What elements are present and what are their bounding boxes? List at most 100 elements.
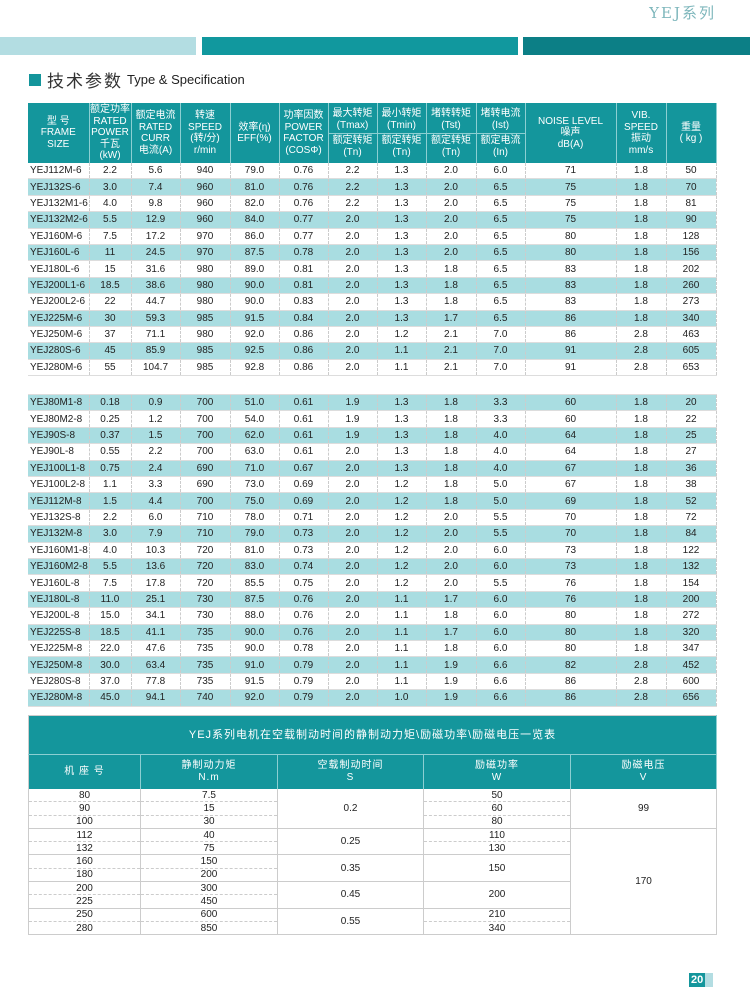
value-cell: 72 [666, 509, 717, 527]
value-cell: 0.84 [279, 310, 329, 327]
column-header: VIB. SPEED 振动 mm/s [616, 103, 667, 163]
value-cell: 6.5 [476, 211, 526, 229]
header-line: 额定转矩 [431, 135, 471, 146]
value-cell: 37.0 [89, 673, 132, 691]
value-cell: 1.9 [426, 689, 477, 707]
value-cell: 92.8 [230, 359, 280, 377]
value-cell: 7.0 [476, 359, 526, 377]
value-cell: 1.8 [426, 427, 477, 445]
value-cell: 10.3 [131, 542, 181, 559]
frame-cell: 112 [28, 828, 141, 843]
table-row: YEJ132M1-6 4.0 9.8 960 82.0 0.76 2.2 1.3 2.0 6.5 7… [28, 195, 717, 213]
frame-cell: 100 [28, 815, 141, 829]
value-cell: 0.69 [279, 476, 329, 494]
value-cell: 0.79 [279, 673, 329, 691]
column-header: 型 号 FRAME SIZE [28, 103, 90, 163]
brake-time-cell: 0.25 [277, 828, 424, 856]
value-cell: 0.73 [279, 542, 329, 559]
value-cell: 452 [666, 656, 717, 674]
value-cell: 2.0 [328, 476, 378, 494]
value-cell: 0.86 [279, 342, 329, 360]
value-cell: 2.4 [131, 460, 181, 478]
value-cell: 1.8 [616, 410, 667, 428]
value-cell: 735 [180, 656, 231, 674]
value-cell: 5.0 [476, 476, 526, 494]
value-cell: 700 [180, 443, 231, 461]
value-cell: 940 [180, 163, 231, 180]
header-line: FACTOR [283, 133, 324, 144]
power-cell: 210 [423, 908, 571, 922]
value-cell: 60 [525, 410, 617, 428]
value-cell: 2.0 [328, 359, 378, 377]
header-line: 最大转矩 [332, 108, 373, 119]
value-cell: 4.0 [89, 195, 132, 213]
header-line: 额定电流 [480, 135, 521, 146]
value-cell: 0.61 [279, 443, 329, 461]
value-cell: 80 [525, 607, 617, 625]
value-cell: 2.0 [328, 640, 378, 658]
value-cell: 3.3 [131, 476, 181, 494]
value-cell: 0.55 [89, 443, 132, 461]
value-cell: 1.8 [426, 410, 477, 428]
value-cell: 82.0 [230, 195, 280, 213]
table-row: YEJ180L-6 15 31.6 980 89.0 0.81 2.0 1.3 1.8 6.5 83… [28, 260, 717, 278]
header-line: (Tn) [343, 146, 362, 158]
brake-table-title: YEJ系列电机在空载制动时间的静制动力矩\励磁功率\励磁电压一览表 [28, 715, 718, 755]
value-cell: 34.1 [131, 607, 181, 625]
value-cell: 700 [180, 492, 231, 510]
model-cell: YEJ250M-8 [28, 656, 90, 674]
value-cell: 2.0 [426, 163, 477, 180]
value-cell: 13.6 [131, 558, 181, 576]
header-unit: V [639, 772, 648, 783]
power-cell: 60 [423, 801, 571, 816]
header-line: 额定转矩 [332, 135, 373, 146]
value-cell: 31.6 [131, 260, 181, 278]
value-cell: 0.86 [279, 326, 329, 344]
value-cell: 1.3 [377, 427, 427, 445]
voltage-cell: 99 [570, 789, 718, 829]
model-cell: YEJ132M-8 [28, 525, 90, 543]
table-row: 90 15 60 [28, 801, 717, 816]
value-cell: 75 [525, 211, 617, 229]
value-cell: 700 [180, 427, 231, 445]
value-cell: 82 [525, 656, 617, 674]
value-cell: 90.0 [230, 640, 280, 658]
page-number: 20 [689, 973, 706, 987]
value-cell: 0.67 [279, 460, 329, 478]
value-cell: 1.1 [377, 607, 427, 625]
brake-time-cell: 0.55 [277, 908, 424, 936]
value-cell: 1.3 [377, 260, 427, 278]
value-cell: 90.0 [230, 277, 280, 295]
model-cell: YEJ112M-8 [28, 492, 90, 510]
torque-cell: 450 [140, 894, 278, 909]
value-cell: 2.0 [426, 228, 477, 245]
model-cell: YEJ180L-6 [28, 260, 90, 278]
value-cell: 1.0 [377, 689, 427, 707]
header-line: 噪声 [560, 127, 581, 139]
value-cell: 5.5 [476, 525, 526, 543]
column-header: 空载制动时间 S [277, 754, 424, 789]
value-cell: 1.2 [377, 525, 427, 543]
value-cell: 0.25 [89, 410, 132, 428]
value-cell: 1.8 [616, 476, 667, 494]
column-header: 励磁电压 V [570, 754, 718, 789]
value-cell: 2.0 [328, 558, 378, 576]
table-row: 280 850 340 [28, 921, 717, 936]
value-cell: 3.3 [476, 410, 526, 428]
header-line: 转速 [195, 110, 215, 121]
value-cell: 92.5 [230, 342, 280, 360]
value-cell: 3.0 [89, 178, 132, 196]
value-cell: 54.0 [230, 410, 280, 428]
table-row: YEJ280M-8 45.0 94.1 740 92.0 0.79 2.0 1.0 1.9 6.6… [28, 689, 717, 707]
value-cell: 980 [180, 277, 231, 295]
header-line: 额定电流 [135, 110, 176, 121]
header-line: 最小转矩 [381, 108, 422, 119]
table-row: YEJ200L-8 15.0 34.1 730 88.0 0.76 2.0 1.1 1.8 6.0… [28, 607, 717, 625]
decor-bar-dark [523, 37, 750, 55]
value-cell: 1.1 [377, 624, 427, 641]
value-cell: 7.0 [476, 342, 526, 360]
value-cell: 92.0 [230, 689, 280, 707]
header-line: 型 号 [46, 115, 70, 127]
value-cell: 1.8 [616, 427, 667, 445]
frame-cell: 132 [28, 841, 141, 856]
